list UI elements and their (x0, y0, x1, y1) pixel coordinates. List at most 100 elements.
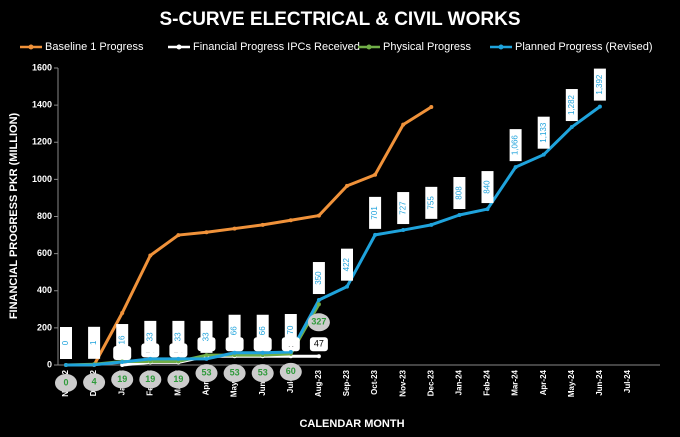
data-label-box (593, 68, 606, 101)
x-tick-label: Jun-24 (595, 369, 604, 395)
x-tick-label: Feb-24 (483, 369, 492, 395)
data-label-box (172, 320, 185, 353)
data-label: 808 (455, 186, 464, 200)
data-point (373, 232, 378, 237)
data-label: 16 (117, 335, 126, 344)
data-point (92, 362, 97, 367)
data-label: 33 (145, 332, 154, 341)
data-label-box (228, 314, 241, 347)
y-tick-label: 600 (37, 248, 52, 258)
x-tick-label: May-23 (230, 369, 239, 397)
data-label-box (200, 320, 213, 353)
data-point (457, 213, 462, 218)
y-tick-label: 200 (37, 322, 52, 332)
data-label: 755 (426, 196, 435, 210)
data-label-box (251, 364, 274, 383)
data-point (597, 104, 602, 109)
data-point (569, 125, 574, 130)
data-point (485, 207, 490, 212)
data-label: 350 (314, 271, 323, 285)
data-point (345, 284, 349, 289)
x-tick-label: Sep-23 (342, 369, 351, 396)
data-label-box (425, 186, 438, 219)
data-point (148, 253, 153, 258)
data-label: 19 (145, 374, 155, 384)
data-point (232, 226, 237, 231)
data-point (316, 354, 321, 359)
data-point (401, 122, 406, 127)
data-label-box (565, 89, 578, 122)
data-label: 0 (61, 340, 70, 345)
data-label: 422 (342, 257, 351, 271)
data-label-box (116, 324, 129, 357)
legend-marker (28, 44, 34, 50)
x-tick-label: Jun-23 (258, 369, 267, 395)
legend-marker (176, 44, 182, 50)
chart-title: S-CURVE ELECTRICAL & CIVIL WORKS (159, 9, 520, 30)
data-label-box (509, 129, 522, 162)
data-point (429, 222, 434, 227)
data-label: 19 (173, 374, 183, 384)
data-point (204, 356, 209, 361)
data-label: 1,392 (595, 74, 604, 95)
data-label-box (284, 314, 297, 347)
data-label-box (481, 171, 494, 204)
x-tick-label: Jul-24 (623, 369, 632, 393)
data-label-box (309, 337, 328, 352)
data-label: 53 (201, 368, 211, 378)
data-label-box (312, 262, 325, 295)
data-point (260, 350, 265, 355)
data-label: 47 (314, 339, 324, 349)
data-label: 327 (311, 317, 326, 327)
data-label-box (83, 373, 106, 392)
data-label: 701 (370, 206, 379, 220)
data-label: 1,066 (511, 135, 520, 156)
data-point (316, 302, 321, 307)
data-label-box (537, 116, 550, 149)
series-line (65, 105, 601, 367)
data-label: 840 (483, 180, 492, 194)
data-point (260, 222, 265, 227)
y-tick-label: 1600 (32, 62, 52, 72)
legend-label: Baseline 1 Progress (45, 41, 144, 53)
data-point (204, 353, 209, 358)
data-label-box (341, 248, 353, 281)
data-label: 0 (63, 377, 68, 387)
legend-marker (498, 44, 504, 50)
data-label-box (453, 177, 466, 210)
x-tick-label: Dec-23 (426, 369, 435, 396)
x-tick-label: Apr-23 (202, 369, 211, 395)
data-point (373, 172, 378, 177)
data-label: 66 (258, 326, 267, 335)
y-tick-label: 400 (37, 285, 52, 295)
data-point (120, 311, 125, 316)
data-label-box (144, 320, 157, 353)
x-tick-label: Jan-24 (455, 369, 464, 395)
data-point (316, 298, 321, 303)
data-label: 33 (174, 332, 183, 341)
y-tick-label: 1200 (32, 137, 52, 147)
data-label-box (195, 364, 218, 383)
data-label-box (167, 370, 190, 389)
series-line (66, 105, 433, 367)
data-label-box (223, 364, 246, 383)
x-tick-label: Aug-23 (314, 369, 323, 397)
data-label: 53 (258, 368, 268, 378)
legend-label: Physical Progress (383, 41, 472, 53)
y-tick-label: 0 (47, 359, 52, 369)
data-label-box (279, 362, 302, 381)
data-label-box (397, 192, 410, 225)
data-label-box (55, 374, 77, 392)
data-point (120, 363, 125, 367)
data-point (401, 228, 406, 233)
data-point (345, 183, 349, 188)
data-point (316, 213, 321, 218)
x-tick-label: Jul-23 (286, 369, 295, 393)
data-label-box (111, 370, 134, 389)
data-label-box (60, 327, 72, 359)
data-point (176, 233, 181, 238)
data-label: 1 (89, 340, 98, 345)
data-label: 33 (202, 332, 211, 341)
data-point (176, 356, 181, 361)
